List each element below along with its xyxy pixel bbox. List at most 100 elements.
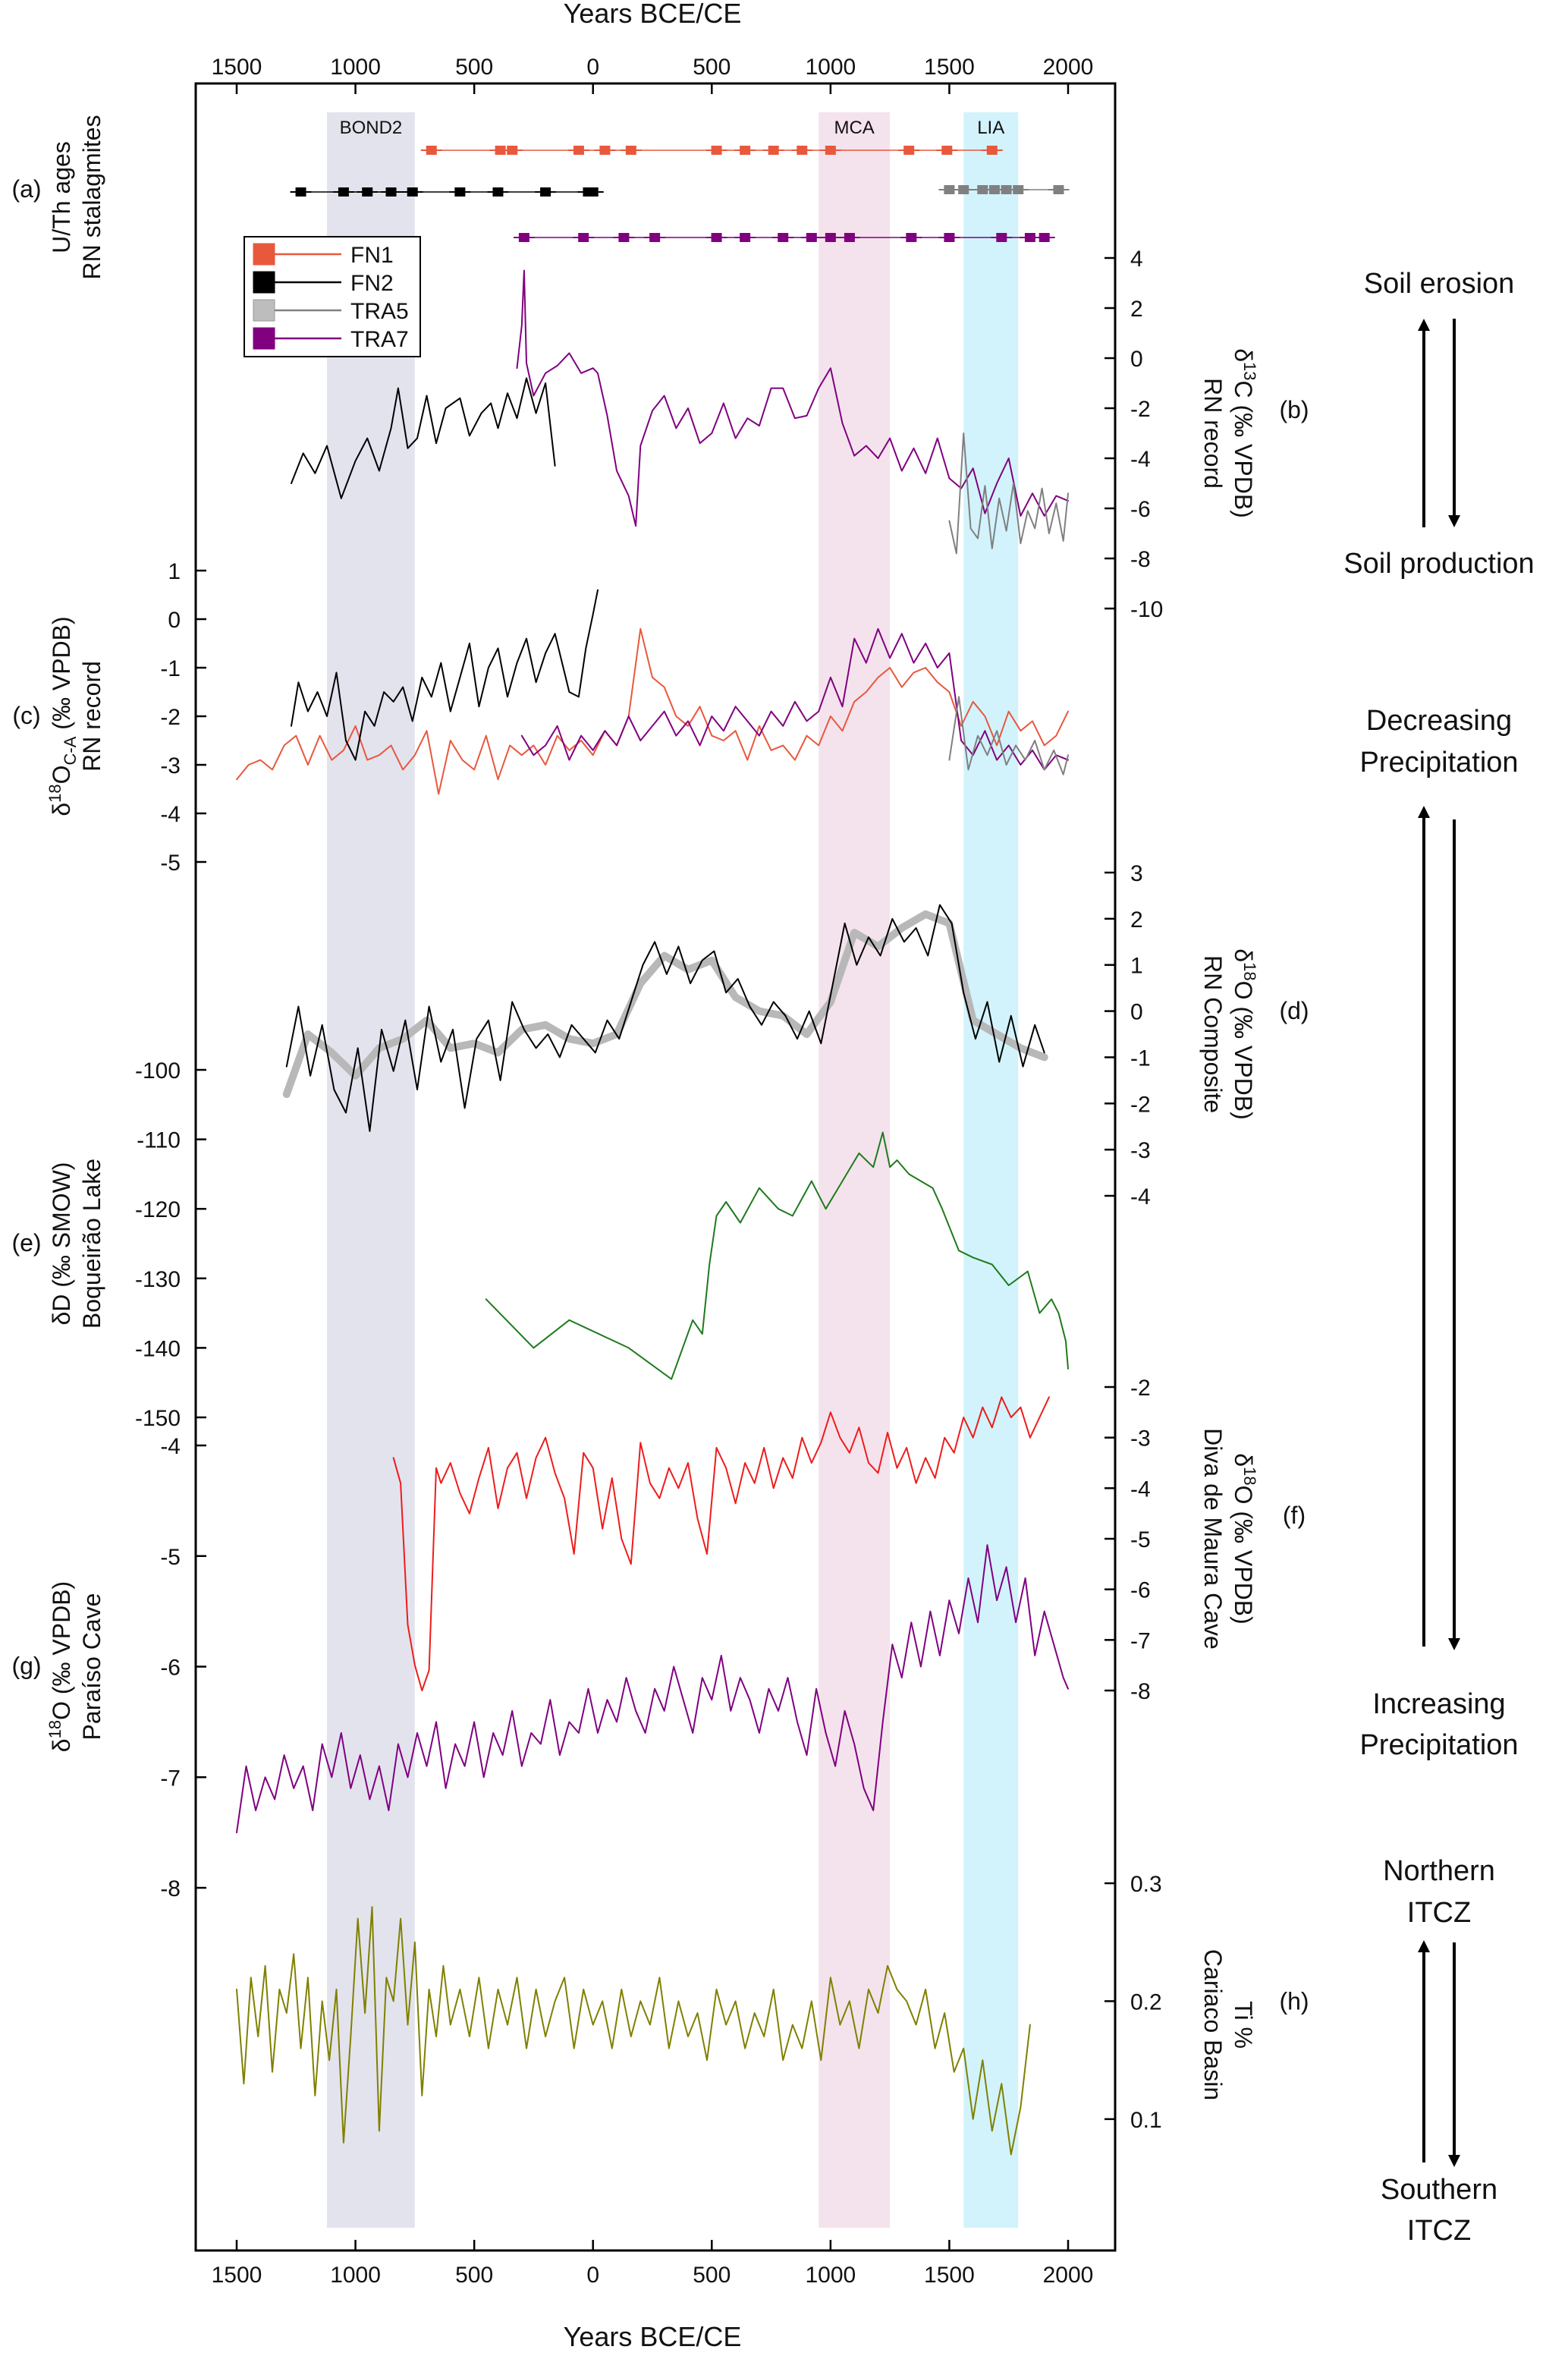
age-marker-FN1-3 bbox=[573, 146, 584, 155]
age-marker-FN1-7 bbox=[740, 146, 751, 155]
y-tick-label-c-2: -1 bbox=[160, 656, 181, 681]
ylabel-a-line2: RN stalagmites bbox=[78, 115, 105, 280]
annot-b-bottom: Soil production bbox=[1343, 548, 1534, 580]
y-tick-label-g-2: -6 bbox=[160, 1656, 181, 1681]
age-marker-FN2-5 bbox=[454, 187, 466, 197]
age-marker-TRA7-1 bbox=[578, 233, 589, 242]
y-tick-label-f-1: -3 bbox=[1130, 1426, 1151, 1452]
band-label-lia: LIA bbox=[977, 118, 1004, 138]
age-marker-TRA7-4 bbox=[711, 233, 722, 242]
ylabel-c: δ18OC-A (‰ VPDB) RN record bbox=[46, 616, 105, 816]
age-marker-TRA5-2 bbox=[977, 185, 988, 194]
y-tick-label-g-0: -4 bbox=[160, 1434, 181, 1459]
age-marker-FN1-1 bbox=[495, 146, 506, 155]
age-marker-TRA7-5 bbox=[740, 233, 751, 242]
y-tick-label-h-0: 0.3 bbox=[1130, 1872, 1162, 1897]
text-layer: BOND2 MCA LIA15001500100010005005000050050… bbox=[11, 0, 1309, 2352]
ylabel-c-delta: δ bbox=[48, 803, 75, 816]
series-d-composite bbox=[285, 904, 1045, 1132]
ylabel-d-line2: RN Composite bbox=[1199, 955, 1227, 1113]
ylabel-a: U/Th ages RN stalagmites bbox=[48, 115, 105, 280]
legend-swatch-TRA7 bbox=[253, 327, 275, 350]
ylabel-g-delta: δ bbox=[48, 1738, 75, 1752]
x-tick-label-bottom-1: 1000 bbox=[330, 2263, 381, 2288]
y-tick-label-b-7: -10 bbox=[1130, 597, 1163, 622]
ylabel-h-line2: Cariaco Basin bbox=[1199, 1949, 1227, 2100]
y-tick-label-c-1: 0 bbox=[168, 608, 181, 633]
ylabel-b-delta: δ bbox=[1230, 348, 1257, 362]
age-marker-FN1-10 bbox=[825, 146, 836, 155]
age-marker-FN2-4 bbox=[407, 187, 418, 197]
annot-cf-bottom-1: Increasing bbox=[1372, 1688, 1505, 1720]
x-tick-label-bottom-5: 1000 bbox=[805, 2263, 856, 2288]
series-b-FN2 bbox=[291, 377, 556, 499]
y-tick-label-c-5: -4 bbox=[160, 802, 181, 827]
age-marker-FN2-7 bbox=[540, 187, 551, 197]
ylabel-f: δ18O (‰ VPDB)Diva de Maura Cave bbox=[1199, 1428, 1259, 1650]
age-marker-FN2-0 bbox=[295, 187, 306, 197]
age-marker-TRA7-10 bbox=[906, 233, 917, 242]
ylabel-g-rest: O (‰ VPDB) bbox=[48, 1581, 75, 1720]
ylabel-c-sub: C-A bbox=[61, 736, 80, 765]
axes-layer bbox=[196, 83, 1115, 2250]
age-marker-TRA7-0 bbox=[518, 233, 529, 242]
age-marker-FN1-11 bbox=[903, 146, 915, 155]
panel-tag-e: (e) bbox=[11, 1229, 41, 1257]
y-tick-label-g-3: -7 bbox=[160, 1766, 181, 1791]
arrow-cf-down-head bbox=[1448, 1638, 1460, 1650]
panel-tag-c: (c) bbox=[12, 702, 40, 729]
x-tick-label-bottom-2: 500 bbox=[455, 2263, 493, 2288]
age-marker-FN1-2 bbox=[507, 146, 518, 155]
age-marker-TRA7-14 bbox=[1039, 233, 1050, 242]
y-tick-label-c-6: -5 bbox=[160, 851, 181, 876]
ylabel-d: δ18O (‰ VPDB)RN Composite bbox=[1199, 948, 1259, 1119]
x-tick-label-bottom-4: 500 bbox=[693, 2263, 731, 2288]
y-tick-label-b-6: -8 bbox=[1130, 547, 1151, 572]
age-marker-TRA7-6 bbox=[778, 233, 789, 242]
y-tick-label-b-4: -4 bbox=[1130, 447, 1151, 472]
x-tick-label-top-2: 500 bbox=[455, 55, 493, 80]
y-tick-label-f-4: -6 bbox=[1130, 1578, 1151, 1603]
annot-h-bottom-1: Southern bbox=[1381, 2174, 1497, 2206]
panel-tag-a: (a) bbox=[11, 175, 41, 203]
x-tick-label-bottom-0: 1500 bbox=[212, 2263, 262, 2288]
y-tick-label-b-2: 0 bbox=[1130, 347, 1143, 372]
legend-label-TRA5: TRA5 bbox=[350, 299, 409, 324]
y-tick-label-c-3: -2 bbox=[160, 705, 181, 730]
ylabel-g-line2: Paraíso Cave bbox=[78, 1593, 105, 1741]
age-marker-TRA7-12 bbox=[996, 233, 1007, 242]
y-tick-label-d-3: 0 bbox=[1130, 1000, 1143, 1025]
y-tick-label-e-5: -150 bbox=[135, 1406, 181, 1431]
panel-tag-f: (f) bbox=[1283, 1502, 1306, 1529]
ylabel-d-rest: O (‰ VPDB) bbox=[1230, 981, 1257, 1120]
arrow-h-down-head bbox=[1448, 2155, 1460, 2167]
y-tick-label-b-0: 4 bbox=[1130, 247, 1143, 272]
y-tick-label-f-5: -7 bbox=[1130, 1628, 1151, 1653]
ylabel-c-mid: O bbox=[48, 765, 75, 784]
ylabel-f-line2: Diva de Maura Cave bbox=[1199, 1428, 1227, 1650]
age-marker-FN2-3 bbox=[385, 187, 397, 197]
series-c-TRA7 bbox=[520, 627, 1069, 771]
y-tick-label-e-0: -100 bbox=[135, 1058, 181, 1084]
arrow-h-up-head bbox=[1418, 1940, 1430, 1952]
ylabel-g-sup: 18 bbox=[46, 1720, 64, 1738]
ylabel-e-line2: Boqueirão Lake bbox=[78, 1159, 105, 1329]
y-tick-label-e-4: -140 bbox=[135, 1336, 181, 1361]
band-mca bbox=[819, 112, 891, 2228]
x-tick-label-top-5: 1000 bbox=[805, 55, 856, 80]
arrow-b-up-head bbox=[1418, 319, 1430, 331]
series-c-FN2 bbox=[291, 589, 599, 761]
y-tick-label-e-2: -120 bbox=[135, 1197, 181, 1222]
legend-label-TRA7: TRA7 bbox=[350, 327, 409, 352]
age-marker-FN2-9 bbox=[587, 187, 599, 197]
annot-cf-bottom-2: Precipitation bbox=[1359, 1729, 1518, 1761]
ylabel-g-line1: δ18O (‰ VPDB) bbox=[46, 1581, 75, 1752]
age-marker-FN1-8 bbox=[768, 146, 779, 155]
annot-cf-top-1: Decreasing bbox=[1366, 705, 1512, 737]
x-tick-label-top-4: 500 bbox=[693, 55, 731, 80]
arrow-b-down-head bbox=[1448, 515, 1460, 527]
y-tick-label-e-3: -130 bbox=[135, 1267, 181, 1292]
y-tick-label-g-4: -8 bbox=[160, 1876, 181, 1901]
series-g-paraiso bbox=[236, 1544, 1069, 1834]
x-tick-label-top-0: 1500 bbox=[212, 55, 262, 80]
